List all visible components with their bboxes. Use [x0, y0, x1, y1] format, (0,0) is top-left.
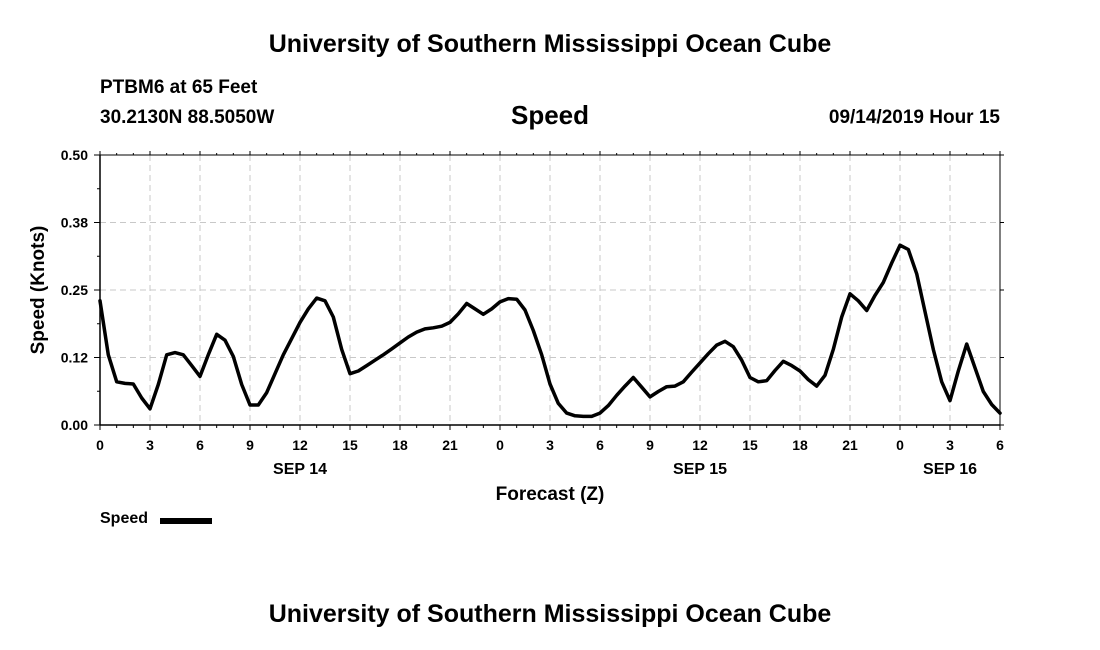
y-tick-label: 0.38	[61, 215, 88, 231]
date-label: SEP 15	[673, 461, 727, 478]
x-tick-label: 18	[792, 437, 808, 453]
x-tick-label: 15	[342, 437, 358, 453]
datetime-label: 09/14/2019 Hour 15	[828, 107, 1000, 128]
coordinates-label: 30.2130N 88.5050W	[100, 107, 275, 128]
grid	[100, 155, 1000, 425]
series	[98, 243, 1002, 419]
x-tick-label: 0	[896, 437, 904, 453]
x-tick-label: 3	[946, 437, 954, 453]
x-tick-label: 3	[546, 437, 554, 453]
axis-labels: 0 3 6 9 12 15 18 21 0 3 6 9 12 15 18 21 0 3 6 0.00 0.12 0.25 0…	[28, 147, 1004, 505]
y-axis-title: Speed (Knots)	[28, 226, 49, 355]
x-tick-label: 21	[442, 437, 458, 453]
x-tick-label: 0	[496, 437, 504, 453]
x-tick-label: 9	[246, 437, 254, 453]
x-tick-label: 12	[692, 437, 708, 453]
x-tick-label: 0	[96, 437, 104, 453]
page-title: University of Southern Mississippi Ocean…	[268, 30, 832, 58]
x-tick-label: 15	[742, 437, 758, 453]
date-label: SEP 14	[273, 461, 327, 478]
y-tick-label: 0.25	[61, 282, 88, 298]
x-tick-label: 12	[292, 437, 308, 453]
x-tick-label: 6	[996, 437, 1004, 453]
x-tick-label: 21	[842, 437, 858, 453]
legend-line-swatch	[160, 518, 212, 524]
footer-title: University of Southern Mississippi Ocean…	[268, 600, 832, 628]
x-tick-label: 9	[646, 437, 654, 453]
x-tick-label: 6	[596, 437, 604, 453]
y-tick-label: 0.00	[61, 417, 88, 433]
x-tick-label: 18	[392, 437, 408, 453]
x-axis-title: Forecast (Z)	[496, 484, 605, 505]
series-line-speed	[98, 243, 1002, 419]
legend-label: Speed	[100, 510, 149, 527]
station-label: PTBM6 at 65 Feet	[100, 77, 258, 98]
x-tick-label: 3	[146, 437, 154, 453]
date-label: SEP 16	[923, 461, 977, 478]
y-tick-label: 0.12	[61, 350, 88, 366]
x-tick-label: 6	[196, 437, 204, 453]
axes	[94, 151, 1004, 430]
chart-title: Speed	[510, 100, 590, 130]
y-tick-label: 0.50	[61, 147, 88, 163]
